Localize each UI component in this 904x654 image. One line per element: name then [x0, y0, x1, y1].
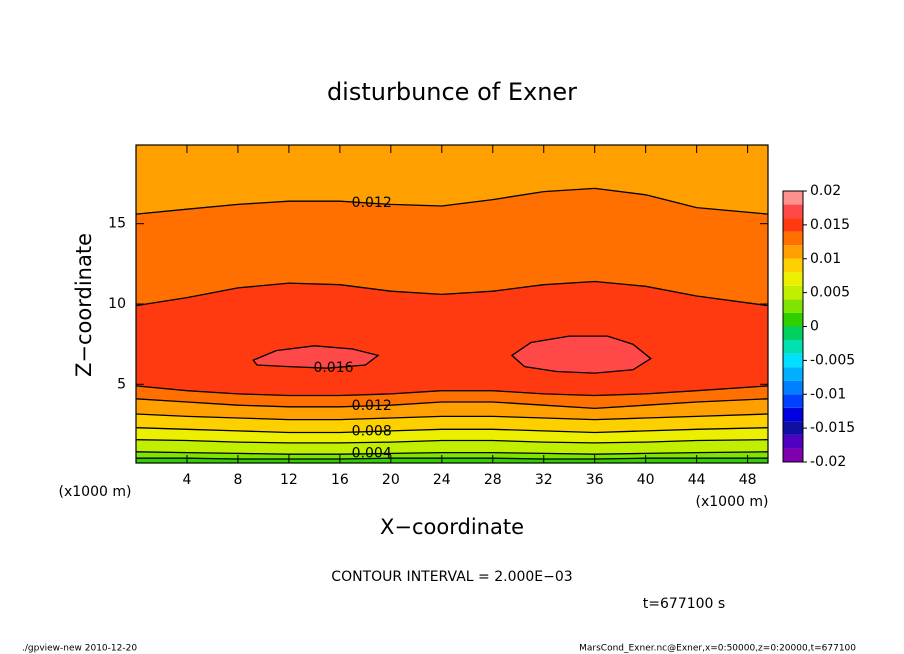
x-tick-label: 48 [739, 472, 757, 488]
colorbar-tick-label: 0.02 [810, 183, 841, 199]
contour-line [136, 451, 768, 455]
contour-line [136, 398, 768, 410]
colorbar-segment [783, 191, 803, 205]
colorbar-segment [783, 204, 803, 219]
y-tick-label: 5 [117, 376, 126, 392]
colorbar-segment [783, 394, 803, 408]
x-unit: (x1000 m) [59, 484, 132, 500]
filled-band [136, 281, 768, 396]
chart-title: disturbunce of Exner [327, 78, 577, 106]
colorbar-segment [783, 312, 803, 327]
y-tick-label: 15 [108, 216, 126, 232]
colorbar-tick-label: -0.015 [810, 420, 855, 436]
colorbar-segment [783, 340, 803, 354]
colorbar-segment [783, 272, 803, 286]
x-tick-label: 36 [586, 472, 604, 488]
colorbar-tick-label: -0.02 [810, 454, 846, 470]
colorbar-segment [783, 285, 803, 300]
contour-interval: CONTOUR INTERVAL = 2.000E−03 [331, 569, 572, 585]
x-tick-label: 44 [688, 472, 706, 488]
colorbar-segment [783, 218, 803, 232]
colorbar-segment [783, 245, 803, 259]
x-tick-label: 28 [484, 472, 502, 488]
colorbar-segment [783, 326, 803, 341]
colorbar-tick-label: 0 [810, 319, 819, 335]
x-tick-label: 20 [382, 472, 400, 488]
x-tick-label: 8 [233, 472, 242, 488]
plot: 0.004 0.008 0.012 0.012 0.016 [136, 145, 768, 463]
x-tick-label: 16 [331, 472, 349, 488]
footer: MarsCond_Exner.nc@Exner,x=0:50000,z=0:20… [579, 644, 856, 654]
filled-band [253, 345, 379, 369]
y-tick-label: 10 [108, 296, 126, 312]
colorbar-segment [783, 380, 803, 395]
contour-line [136, 385, 768, 397]
colorbar-tick-label: 0.015 [810, 217, 850, 233]
filled-band [511, 336, 651, 374]
contour-line [252, 345, 380, 369]
colorbar-tick-label: -0.01 [810, 386, 846, 402]
x-tick-label: 12 [280, 472, 298, 488]
x-tick-label: 24 [433, 472, 451, 488]
contour-line [136, 187, 768, 215]
contour-label: 0.012 [352, 195, 392, 211]
x-tick-label: 40 [637, 472, 655, 488]
contour-line [136, 280, 768, 307]
colorbar-segment [783, 434, 803, 449]
x-axis-label: X−coordinate [380, 515, 524, 539]
contour-label: 0.004 [352, 446, 392, 462]
contour-line [136, 413, 768, 421]
colorbar-tick-label: -0.005 [810, 352, 855, 368]
x-tick-label: 4 [183, 472, 192, 488]
footer: ./gpview-new 2010-12-20 [22, 644, 137, 654]
contour-label: 0.008 [352, 423, 392, 439]
colorbar-segment [783, 353, 803, 368]
colorbar-segment [783, 367, 803, 381]
contour-label: 0.016 [313, 360, 353, 376]
colorbar-segment [783, 299, 803, 313]
x-tick-label: 32 [535, 472, 553, 488]
colorbar-segment [783, 258, 803, 273]
x-unit: (x1000 m) [696, 494, 769, 510]
colorbar-segment [783, 231, 803, 246]
colorbar-tick-label: 0.01 [810, 251, 841, 267]
y-axis-label: Z−coordinate [72, 233, 96, 377]
contour-line [136, 439, 768, 444]
contour-line [136, 427, 768, 434]
colorbar-segment [783, 407, 803, 422]
colorbar-segment [783, 421, 803, 435]
colorbar-segment [783, 448, 803, 462]
time-label: t=677100 s [643, 596, 725, 612]
colorbar-tick-label: 0.005 [810, 285, 850, 301]
contour-line [510, 335, 652, 374]
contour-label: 0.012 [352, 398, 392, 414]
